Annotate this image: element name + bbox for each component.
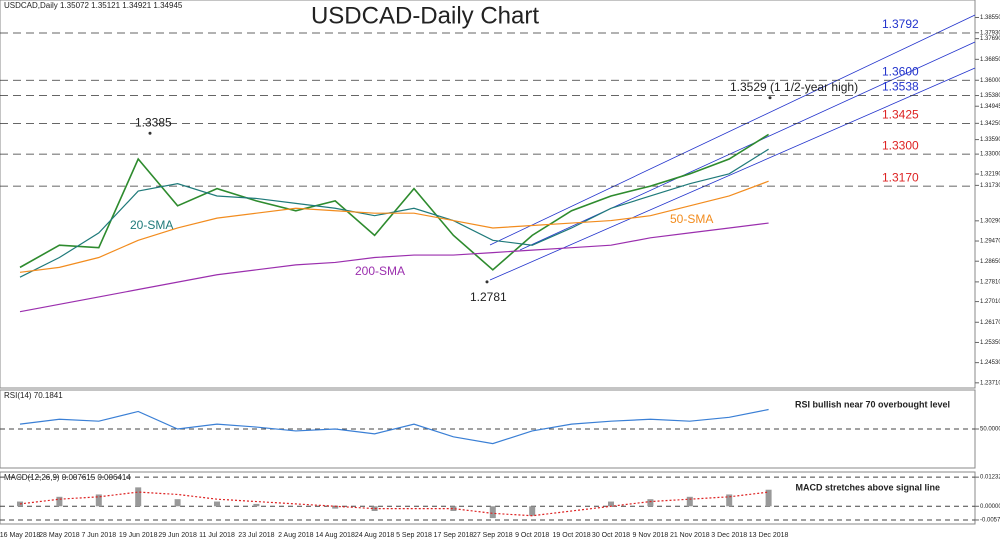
- level-label: 1.3538: [882, 80, 919, 94]
- series-label: 50-SMA: [670, 212, 713, 226]
- y-tick-label: 1.37690: [980, 36, 1000, 42]
- y-tick-label: 1.36850: [980, 57, 1000, 63]
- x-tick-label: 11 Jul 2018: [199, 532, 235, 539]
- y-tick-label: 1.33590: [980, 137, 1000, 143]
- histogram-bar: [174, 499, 181, 507]
- x-tick-label: 16 May 2018: [0, 532, 40, 539]
- histogram-bar: [529, 506, 536, 516]
- y-tick-label: 1.38550: [980, 15, 1000, 21]
- x-tick-label: 19 Oct 2018: [553, 532, 591, 539]
- annotation-point: [768, 96, 772, 100]
- histogram-bar: [253, 503, 260, 507]
- x-tick-label: 29 Jun 2018: [158, 532, 197, 539]
- series-line: [19, 491, 769, 517]
- x-tick-label: 9 Oct 2018: [515, 532, 549, 539]
- channel-line: [489, 67, 976, 281]
- histogram-bar: [371, 506, 378, 511]
- histogram-bar: [765, 489, 772, 507]
- series-line: [19, 408, 769, 445]
- x-tick-label: 19 Jun 2018: [119, 532, 158, 539]
- y-tick-label: 1.30290: [980, 218, 1000, 224]
- y-tick-label: 0.012323: [980, 475, 1000, 481]
- annotation: 1.2781: [470, 290, 507, 304]
- x-tick-label: 24 Aug 2018: [355, 532, 394, 539]
- x-tick-label: 17 Sep 2018: [434, 532, 474, 539]
- x-tick-label: 3 Dec 2018: [711, 532, 747, 539]
- main-pane: [0, 0, 976, 389]
- x-tick-label: 7 Jun 2018: [81, 532, 116, 539]
- level-label: 1.3300: [882, 138, 919, 152]
- series-line: [19, 148, 769, 278]
- x-tick-label: 9 Nov 2018: [632, 532, 668, 539]
- symbol-label: USDCAD,Daily 1.35072 1.35121 1.34921 1.3…: [4, 1, 183, 10]
- rsi-note: RSI bullish near 70 overbought level: [795, 399, 950, 409]
- series-label: 200-SMA: [355, 264, 405, 278]
- y-tick-label: 1.28650: [980, 259, 1000, 265]
- y-tick-label: 1.26170: [980, 320, 1000, 326]
- histogram-bar: [214, 501, 220, 507]
- annotation-point: [148, 131, 152, 135]
- histogram-bar: [686, 496, 693, 507]
- level-label: 1.3170: [882, 170, 919, 184]
- rsi-title: RSI(14) 70.1841: [4, 391, 63, 400]
- y-tick-label: 1.31730: [980, 183, 1000, 189]
- x-tick-label: 28 May 2018: [39, 532, 80, 539]
- histogram-bar: [135, 487, 142, 507]
- histogram-bar: [489, 506, 496, 519]
- series-line: [19, 222, 769, 313]
- y-tick-label: 1.27010: [980, 299, 1000, 305]
- chart-title: USDCAD-Daily Chart: [311, 2, 539, 29]
- histogram-bar: [726, 494, 733, 507]
- x-tick-label: 5 Sep 2018: [396, 532, 432, 539]
- series-line: [19, 180, 769, 273]
- histogram-bar: [56, 496, 63, 507]
- histogram-bar: [332, 506, 339, 509]
- x-tick-label: 23 Jul 2018: [238, 532, 274, 539]
- level-label: 1.3792: [882, 17, 919, 31]
- y-tick-label: 1.37930: [980, 30, 1000, 36]
- y-tick-label: 1.25350: [980, 340, 1000, 346]
- x-tick-label: 21 Nov 2018: [670, 532, 710, 539]
- y-tick-label: 1.32190: [980, 172, 1000, 178]
- annotation-point: [485, 280, 489, 284]
- y-tick-label: 1.36000: [980, 78, 1000, 84]
- y-tick-label: 1.27810: [980, 279, 1000, 285]
- histogram-bar: [450, 506, 457, 511]
- x-tick-label: 2 Aug 2018: [278, 532, 314, 539]
- macd-pane: [0, 471, 976, 525]
- y-tick-label: 1.34250: [980, 121, 1000, 127]
- y-tick-label: 1.33000: [980, 152, 1000, 158]
- annotation: 1.3385: [135, 115, 172, 129]
- annotation: 1.3529 (1 1/2-year high): [730, 80, 858, 94]
- macd-note: MACD stretches above signal line: [795, 482, 940, 492]
- y-tick-label: 1.23710: [980, 380, 1000, 386]
- x-tick-label: 13 Dec 2018: [749, 532, 789, 539]
- level-label: 1.3425: [882, 108, 919, 122]
- histogram-bar: [647, 499, 654, 507]
- y-tick-label: 1.24530: [980, 360, 1000, 366]
- histogram-bar: [95, 494, 102, 507]
- y-tick-label: 0.000000: [980, 504, 1000, 510]
- x-tick-label: 27 Sep 2018: [473, 532, 513, 539]
- histogram-bar: [608, 501, 614, 507]
- level-label: 1.3600: [882, 64, 919, 78]
- y-tick-label: 1.34945: [980, 104, 1000, 110]
- y-tick-label: 50.0000: [980, 427, 1000, 433]
- channel-line: [489, 14, 976, 246]
- series-line: [19, 133, 770, 271]
- y-tick-label: -0.005796: [980, 518, 1000, 524]
- y-tick-label: 1.35380: [980, 93, 1000, 99]
- x-tick-label: 14 Aug 2018: [316, 532, 355, 539]
- series-label: 20-SMA: [130, 218, 173, 232]
- x-tick-label: 30 Oct 2018: [592, 532, 630, 539]
- y-tick-label: 1.29470: [980, 239, 1000, 245]
